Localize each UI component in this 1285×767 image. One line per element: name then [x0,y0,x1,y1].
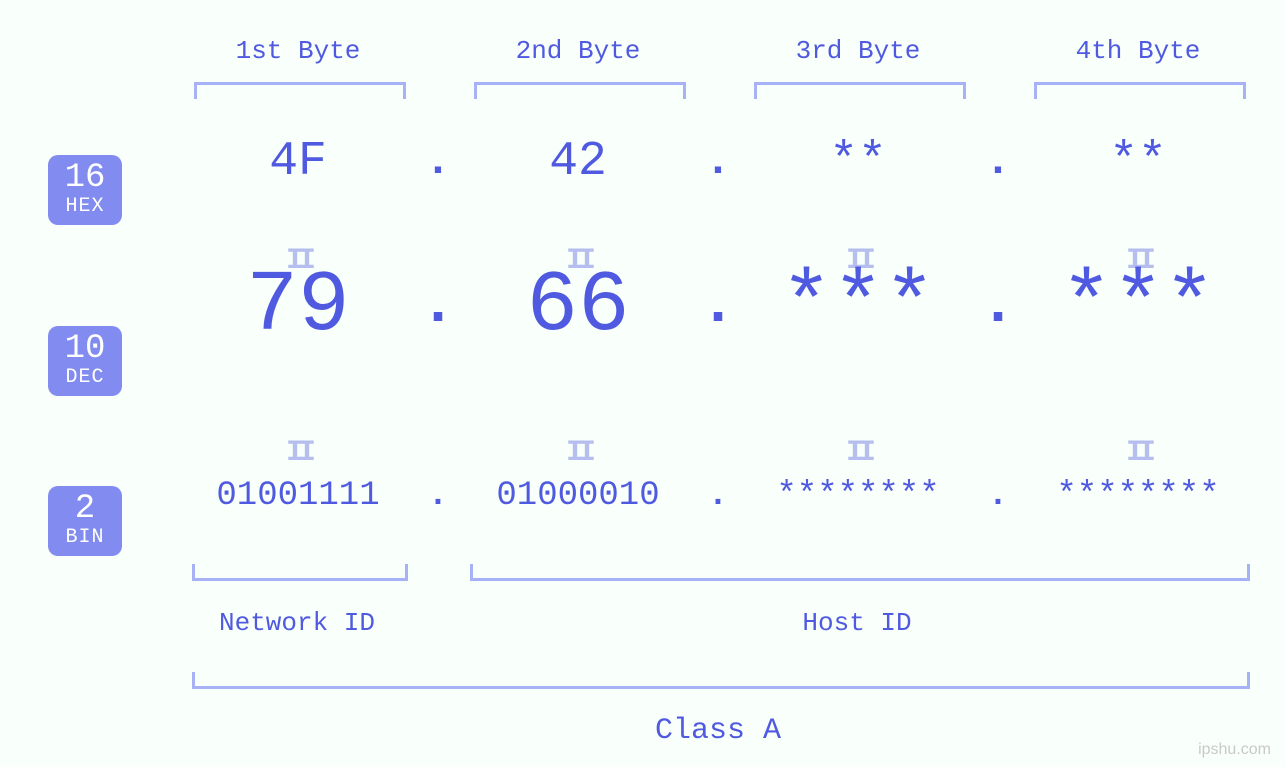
hex-byte-value: ** [1109,135,1167,189]
hex-byte-value: 42 [549,135,607,189]
separator-dot: . [428,477,448,515]
equals-glyph: II [1126,436,1150,470]
dec-byte-value: *** [1061,257,1216,355]
hex-byte-value: 4F [269,135,327,189]
separator-dot: . [708,477,728,515]
separator-dot: . [988,477,1008,515]
equals-glyph: II [566,436,590,470]
byte-column-headers: 1st Byte 2nd Byte 3rd Byte 4th Byte [0,36,1285,66]
dec-byte-value: 66 [526,257,629,355]
hex-badge: 16 HEX [48,155,122,225]
dec-base-name: DEC [48,368,122,388]
separator-dot: . [980,272,1016,340]
host-id-bracket [470,564,1250,581]
byte-column-label: 1st Byte [236,36,361,66]
bin-byte-value: 01000010 [496,477,659,515]
equals-glyph: II [286,436,310,470]
bin-base-number: 2 [48,492,122,526]
equals-glyph: II [846,436,870,470]
network-id-label: Network ID [219,608,375,638]
separator-dot: . [420,272,456,340]
class-label: Class A [655,714,781,748]
byte-column-label: 4th Byte [1076,36,1201,66]
separator-dot: . [700,272,736,340]
byte-column-label: 2nd Byte [516,36,641,66]
byte-top-bracket [1034,82,1246,99]
byte-top-bracket [194,82,406,99]
watermark: ipshu.com [1198,741,1271,759]
hex-byte-value: ** [829,135,887,189]
network-id-bracket [192,564,408,581]
separator-dot: . [425,137,451,187]
dec-byte-value: *** [781,257,936,355]
dec-byte-value: 79 [246,257,349,355]
dec-badge: 10 DEC [48,326,122,396]
class-bracket [192,672,1250,689]
bin-base-name: BIN [48,528,122,548]
hex-base-number: 16 [48,161,122,195]
byte-top-bracket [754,82,966,99]
separator-dot: . [705,137,731,187]
byte-top-bracket [474,82,686,99]
bin-byte-value: ******** [1056,477,1219,515]
hex-base-name: HEX [48,197,122,217]
separator-dot: . [985,137,1011,187]
bin-badge: 2 BIN [48,486,122,556]
bin-byte-value: 01001111 [216,477,379,515]
byte-column-label: 3rd Byte [796,36,921,66]
host-id-label: Host ID [802,608,911,638]
bin-byte-value: ******** [776,477,939,515]
dec-base-number: 10 [48,332,122,366]
